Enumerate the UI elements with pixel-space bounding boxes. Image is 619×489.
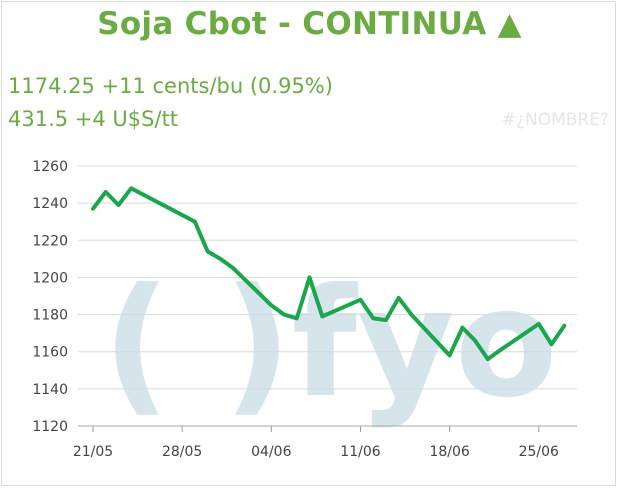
y-axis: 1120 1140 1160 1180 1200 1220 1240 1260 [32,159,68,435]
x-tick-label: 11/06 [340,444,380,460]
chart-title: Soja Cbot - CONTINUA ▲ [97,6,522,42]
ton-line: 431.5 +4 U$S/tt [8,107,179,131]
x-tick-label: 18/06 [429,444,469,460]
x-tick-label: 25/06 [519,444,559,460]
x-tick-label: 04/06 [251,444,291,460]
y-tick-label: 1160 [32,345,68,361]
hashtag-label: #¿NOMBRE? [501,110,609,130]
price-line: 1174.25 +11 cents/bu (0.95%) [8,74,333,98]
y-tick-label: 1180 [32,308,68,324]
x-axis: 21/05 28/05 04/06 11/06 18/06 25/06 [73,425,577,460]
series-line [91,186,567,362]
y-tick-label: 1200 [32,270,68,286]
y-tick-label: 1240 [32,196,68,212]
watermark-logo: ( )fyo [102,257,557,431]
y-tick-label: 1140 [32,382,68,398]
y-tick-label: 1120 [32,419,68,435]
series-group [91,186,567,362]
x-tick-label: 28/05 [162,444,202,460]
y-tick-label: 1260 [32,159,68,175]
y-tick-label: 1220 [32,233,68,249]
x-tick-label: 21/05 [73,444,113,460]
